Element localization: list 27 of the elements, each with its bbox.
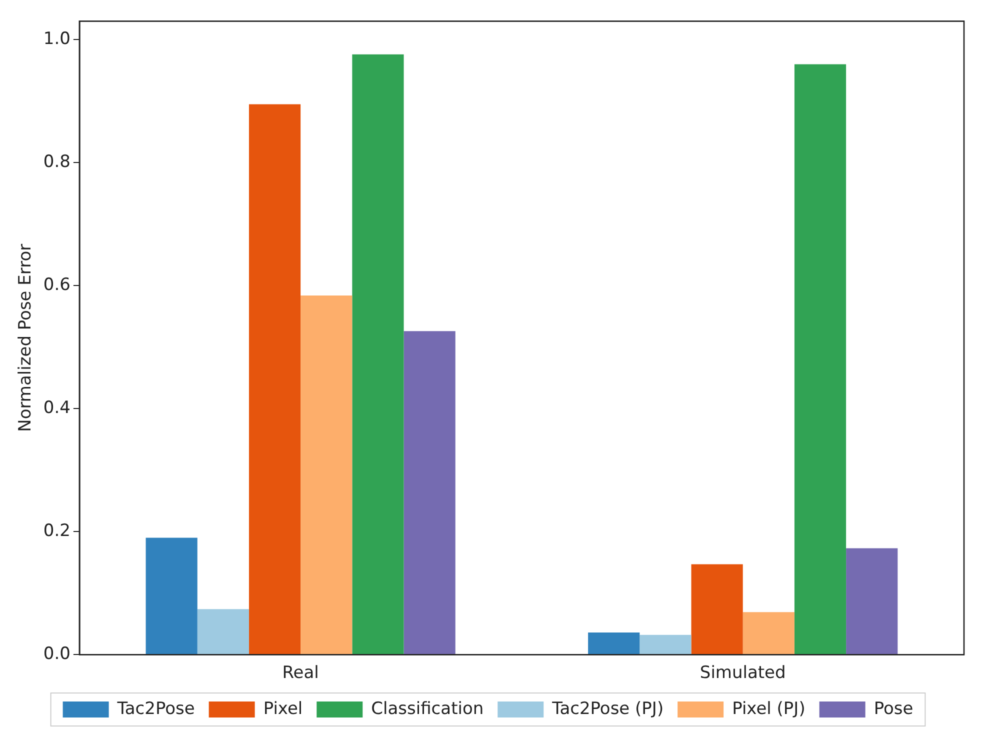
bar xyxy=(640,634,692,654)
bar xyxy=(248,104,301,654)
legend-label: Pixel (PJ) xyxy=(732,698,806,719)
legend-label: Tac2Pose xyxy=(116,698,195,719)
legend-label: Pose xyxy=(874,698,914,719)
bar xyxy=(691,564,743,654)
y-tick-label: 1.0 xyxy=(43,29,70,50)
bar xyxy=(404,331,456,654)
bar xyxy=(300,295,352,654)
bar xyxy=(846,548,898,654)
y-tick-label: 0.4 xyxy=(43,398,70,418)
bar xyxy=(742,612,794,654)
bar xyxy=(588,632,640,654)
y-tick-label: 0.8 xyxy=(43,152,70,172)
y-tick-label: 0.2 xyxy=(43,521,70,542)
y-tick-label: 0.0 xyxy=(43,644,70,664)
y-tick-label: 0.6 xyxy=(43,275,70,296)
legend-label: Pixel xyxy=(263,698,303,719)
legend-label: Classification xyxy=(371,698,484,719)
bar xyxy=(352,54,404,654)
legend-label: Tac2Pose (PJ) xyxy=(551,698,664,719)
bar xyxy=(146,538,198,654)
y-axis-title: Normalized Pose Error xyxy=(16,244,36,432)
x-tick-label: Simulated xyxy=(700,663,786,684)
x-tick-label: Real xyxy=(282,663,319,684)
bar xyxy=(794,64,846,654)
bar xyxy=(197,609,249,654)
